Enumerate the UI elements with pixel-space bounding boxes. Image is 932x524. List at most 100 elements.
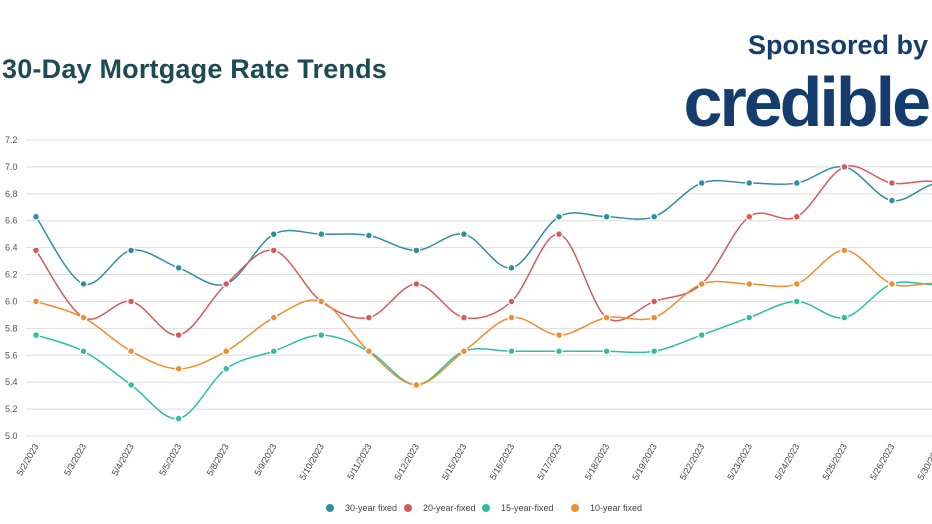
legend: 30-year fixed 20-year-fixed 15-year-fixed 1…: [326, 503, 642, 513]
data-point: [317, 297, 326, 306]
data-point: [459, 347, 469, 356]
series-30-year-fixed: [31, 162, 932, 289]
y-tick-label: 5.0: [5, 431, 18, 441]
data-point: [127, 246, 136, 255]
data-point: [745, 313, 754, 322]
legend-label: 30-year fixed: [345, 503, 397, 513]
x-tick-label: 5/2/2023: [15, 442, 41, 477]
credible-logo: credible: [683, 63, 931, 141]
legend-label: 10-year fixed: [590, 503, 642, 513]
x-tick-label: 5/9/2023: [252, 442, 278, 477]
y-tick-label: 5.2: [5, 404, 18, 414]
data-point: [317, 230, 326, 239]
legend-swatch: [482, 504, 490, 512]
data-point: [79, 347, 88, 356]
legend-label: 20-year-fixed: [423, 503, 476, 513]
data-point: [222, 347, 231, 356]
data-point: [697, 179, 706, 188]
data-point: [507, 313, 516, 322]
data-point: [79, 279, 88, 289]
data-point: [174, 263, 183, 272]
gridlines: [26, 139, 932, 437]
legend-item-30-year-fixed: 30-year fixed: [326, 503, 397, 513]
data-point: [459, 313, 469, 322]
data-point: [650, 313, 659, 322]
x-tick-label: 5/22/2023: [678, 442, 707, 482]
data-point: [650, 297, 659, 306]
data-point: [222, 364, 231, 373]
data-point: [364, 231, 373, 240]
data-point: [269, 230, 278, 239]
x-tick-label: 5/26/2023: [868, 442, 897, 482]
legend-item-15-year-fixed: 15-year-fixed: [482, 503, 554, 513]
data-point: [554, 347, 564, 356]
data-point: [840, 246, 849, 255]
data-point: [507, 347, 516, 356]
legend-label: 15-year-fixed: [501, 503, 554, 513]
data-point: [840, 313, 849, 322]
data-point: [127, 347, 136, 356]
x-tick-label: 5/25/2023: [820, 442, 849, 482]
x-axis-ticks: 5/2/2023 5/3/2023 5/4/2023 5/5/2023 5/8/2023…: [15, 442, 932, 482]
x-tick-label: 5/19/2023: [630, 442, 659, 482]
data-point: [364, 313, 373, 322]
y-tick-label: 7.2: [5, 135, 18, 145]
series-10-year-fixed: [31, 246, 932, 389]
data-point: [269, 347, 278, 356]
x-tick-label: 5/10/2023: [297, 442, 326, 482]
data-point: [887, 179, 896, 188]
x-tick-label: 5/17/2023: [535, 442, 564, 482]
x-tick-label: 5/12/2023: [392, 442, 421, 482]
data-point: [602, 347, 611, 356]
data-point: [650, 212, 659, 221]
data-point: [745, 212, 754, 221]
x-tick-label: 5/16/2023: [488, 442, 517, 482]
legend-swatch: [571, 504, 579, 512]
data-point: [459, 230, 469, 239]
data-point: [792, 297, 801, 306]
data-point: [507, 263, 516, 272]
data-point: [792, 212, 801, 221]
data-point: [745, 179, 754, 188]
data-point: [79, 313, 88, 322]
data-point: [31, 212, 41, 221]
data-point: [650, 347, 659, 356]
y-axis-ticks: 5.0 5.2 5.4 5.6 5.8 6.0 6.2 6.4 6.6 6.8 7.0 7.2: [5, 135, 18, 441]
y-tick-label: 5.8: [5, 323, 18, 333]
x-tick-label: 5/24/2023: [773, 442, 802, 482]
y-tick-label: 5.6: [5, 350, 18, 360]
data-point: [840, 162, 849, 171]
data-point: [269, 313, 278, 322]
series-lines: [31, 162, 932, 423]
data-point: [507, 297, 516, 306]
data-point: [31, 246, 41, 255]
data-point: [174, 331, 183, 340]
data-point: [317, 331, 326, 340]
data-point: [697, 279, 706, 289]
x-tick-label: 5/5/2023: [157, 442, 183, 477]
data-point: [222, 279, 231, 289]
legend-swatch: [404, 504, 412, 512]
data-point: [887, 196, 896, 205]
data-point: [127, 380, 136, 389]
data-point: [745, 279, 754, 289]
data-point: [792, 279, 801, 289]
data-point: [602, 313, 611, 322]
x-tick-label: 5/11/2023: [345, 442, 373, 481]
data-point: [174, 364, 183, 373]
data-point: [31, 331, 41, 340]
y-tick-label: 5.4: [5, 377, 18, 387]
y-tick-label: 6.0: [5, 296, 18, 306]
series-line-10-year-fixed: [35, 249, 932, 386]
data-point: [31, 297, 41, 306]
series-15-year-fixed: [31, 279, 932, 423]
legend-item-10-year-fixed: 10-year fixed: [571, 503, 642, 513]
data-point: [602, 212, 611, 221]
data-point: [364, 347, 373, 356]
series-line-20-year-fixed: [35, 165, 932, 336]
data-point: [174, 414, 183, 423]
y-tick-label: 6.2: [5, 270, 18, 280]
data-point: [554, 230, 564, 239]
data-point: [697, 331, 706, 340]
sponsor-label: Sponsored by: [747, 30, 928, 60]
